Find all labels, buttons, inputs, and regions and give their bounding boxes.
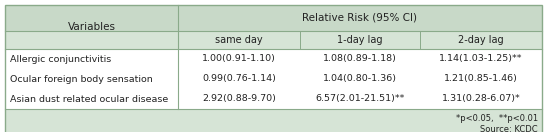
Text: Asian dust related ocular disease: Asian dust related ocular disease: [10, 95, 168, 103]
Text: 1.00(0.91-1.10): 1.00(0.91-1.10): [202, 55, 276, 63]
Bar: [5, 31, 542, 49]
Text: 2-day lag: 2-day lag: [458, 35, 504, 45]
Text: Source: KCDC: Source: KCDC: [480, 125, 538, 132]
Text: 1.31(0.28-6.07)*: 1.31(0.28-6.07)*: [442, 95, 520, 103]
Bar: [5, 49, 542, 109]
Text: 1.08(0.89-1.18): 1.08(0.89-1.18): [323, 55, 397, 63]
Text: 1.14(1.03-1.25)**: 1.14(1.03-1.25)**: [439, 55, 522, 63]
Text: 0.99(0.76-1.14): 0.99(0.76-1.14): [202, 74, 276, 84]
Bar: [5, 109, 542, 132]
Text: 1.21(0.85-1.46): 1.21(0.85-1.46): [444, 74, 518, 84]
Text: Ocular foreign body sensation: Ocular foreign body sensation: [10, 74, 153, 84]
Text: Allergic conjunctivitis: Allergic conjunctivitis: [10, 55, 111, 63]
Bar: [5, 5, 542, 31]
Text: same day: same day: [215, 35, 263, 45]
Text: 6.57(2.01-21.51)**: 6.57(2.01-21.51)**: [315, 95, 405, 103]
Text: *p<0.05,  **p<0.01: *p<0.05, **p<0.01: [456, 114, 538, 123]
Text: 2.92(0.88-9.70): 2.92(0.88-9.70): [202, 95, 276, 103]
Text: Relative Risk (95% CI): Relative Risk (95% CI): [302, 13, 417, 23]
Text: Variables: Variables: [68, 22, 116, 32]
Text: 1.04(0.80-1.36): 1.04(0.80-1.36): [323, 74, 397, 84]
Text: 1-day lag: 1-day lag: [337, 35, 383, 45]
